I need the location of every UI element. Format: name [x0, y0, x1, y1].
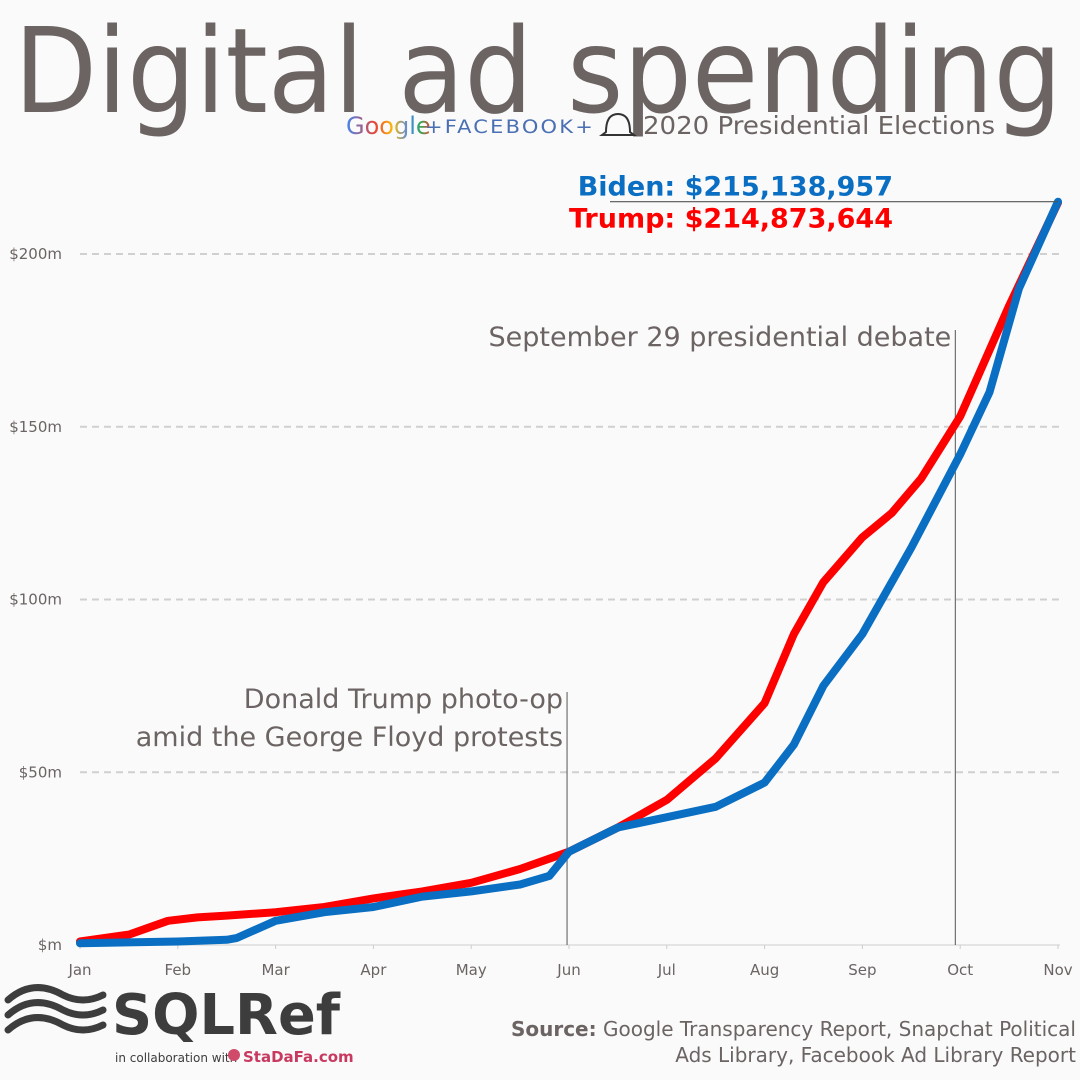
y-tick-label: $m [38, 936, 62, 954]
annotation-text: amid the George Floyd protests [136, 722, 563, 753]
x-tick-label: Oct [947, 961, 973, 979]
x-tick-label: Mar [261, 961, 290, 979]
y-tick-label: $100m [9, 591, 62, 609]
y-tick-label: $200m [9, 245, 62, 263]
snapchat-icon [599, 112, 637, 136]
brand-name: SQLRef [112, 983, 341, 1048]
source-line: Source: Google Transparency Report, Snap… [511, 1017, 1076, 1041]
brand-logo [4, 984, 107, 1034]
end-label: Trump: $214,873,644 [569, 204, 893, 235]
x-tick-label: Apr [360, 961, 387, 979]
x-tick-label: Jul [657, 961, 676, 979]
subtitle: 2020 Presidential Elections [643, 111, 995, 140]
annotation-text: Donald Trump photo-op [244, 684, 563, 715]
x-tick-label: Nov [1043, 961, 1072, 979]
y-tick-label: $150m [9, 418, 62, 436]
facebook-logo: +FACEBOOK+ [425, 116, 595, 138]
source-text: Google Transparency Report, Snapchat Pol… [597, 1017, 1076, 1041]
x-tick-label: Sep [848, 961, 876, 979]
brand-collab: in collaboration with [115, 1051, 237, 1065]
plot-area: $m $50m $100m $150m $200m Jan Feb Mar Apr May Jun J… [9, 172, 1073, 979]
x-tick-label: Jan [67, 961, 91, 979]
x-tick-label: Aug [750, 961, 779, 979]
google-logo: Google [346, 112, 431, 140]
x-tick-label: May [456, 961, 487, 979]
partner-name: StaDaFa.com [243, 1048, 354, 1066]
source-label: Source: [511, 1017, 597, 1041]
x-tick-label: Feb [165, 961, 192, 979]
partner-icon [228, 1049, 240, 1061]
y-tick-label: $50m [19, 763, 62, 781]
annotation-text: September 29 presidential debate [489, 322, 952, 353]
series-line [76, 198, 1062, 946]
chart-title: Digital ad spending [14, 2, 1062, 140]
end-label: Biden: $215,138,957 [578, 172, 893, 203]
source-text: Ads Library, Facebook Ad Library Report [675, 1043, 1076, 1067]
series-line [76, 197, 1062, 948]
x-tick-label: Jun [556, 961, 580, 979]
